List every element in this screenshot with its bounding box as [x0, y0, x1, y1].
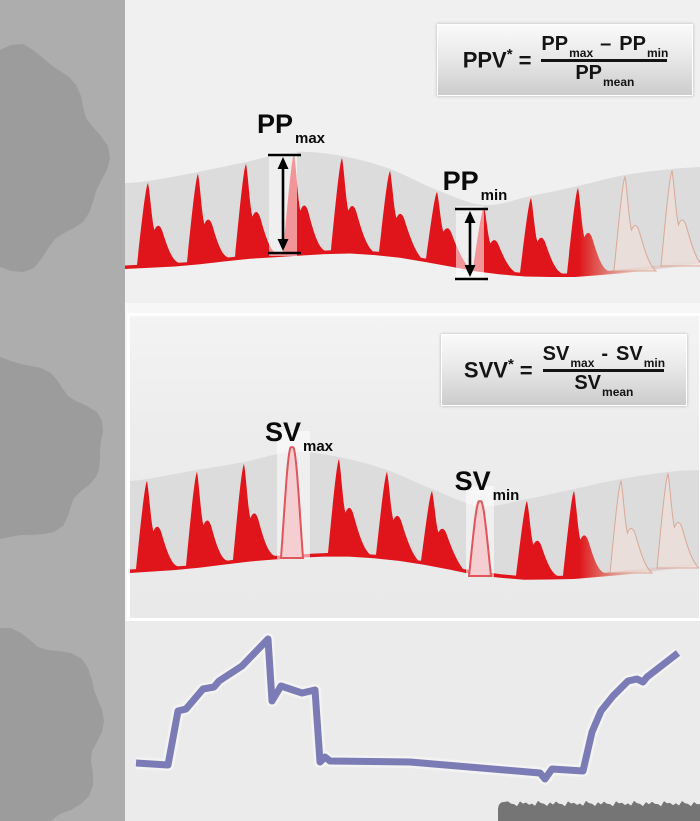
arrowhead-down — [464, 265, 476, 277]
ppv-formula-lhs: PPV* = — [463, 46, 532, 73]
sidebar — [0, 0, 125, 821]
svv-formula-name: SVV — [463, 357, 508, 383]
arterial-wave — [130, 459, 699, 580]
equals-sign: = — [519, 357, 533, 383]
trend-line-halo — [135, 633, 682, 785]
ppmax-label: PP max — [256, 109, 326, 148]
ppv-formula-name: PPV — [462, 47, 507, 73]
faded-outline-beat — [660, 169, 700, 267]
asterisk: * — [506, 46, 513, 64]
sidebar-blob — [0, 44, 110, 821]
minus-sign: – — [600, 32, 612, 55]
ppv-waveform-svg — [125, 151, 700, 282]
ppv-formula-box: PPV* = PPmax – PPmin PPmean — [437, 24, 693, 96]
svv-formula-box: SVV* = SVmax - SVmin SVmean — [441, 334, 687, 406]
arrowhead-up — [277, 157, 289, 169]
arrowhead-down — [277, 239, 289, 251]
trend-line-svg — [135, 633, 700, 821]
ppv-fraction-numerator: PPmax – PPmin — [541, 32, 669, 60]
attribution-cutoff-band — [498, 800, 700, 821]
arterial-wave — [125, 154, 700, 277]
svmin-label: SV min — [454, 466, 520, 505]
ppmin-label: PP min — [442, 166, 508, 205]
panel-gap — [125, 303, 700, 313]
svv-panel: SVV* = SVmax - SVmin SVmean SV max SV min — [127, 313, 700, 621]
equals-sign: = — [518, 47, 532, 73]
sidebar-blobs-svg — [0, 44, 110, 821]
sidebar-blob-shape — [0, 628, 104, 821]
svv-fraction-denominator: SVmean — [574, 371, 634, 399]
faded-outline-beat — [656, 472, 699, 569]
faded-outline-beat — [613, 175, 658, 272]
fraction-bar — [541, 59, 668, 62]
asterisk: * — [507, 356, 514, 374]
sidebar-blob-shape — [0, 357, 103, 539]
sidebar-blob-shape — [0, 44, 110, 272]
trend-line — [135, 635, 681, 783]
arrowhead-up — [464, 211, 476, 223]
faded-outline-beat — [609, 479, 654, 574]
ppv-panel: PPV* = PPmax – PPmin PPmean PP max PP min — [125, 0, 700, 303]
fraction-bar — [542, 369, 665, 372]
sv-highlight-beat — [279, 446, 305, 559]
ppv-fraction: PPmax – PPmin PPmean — [541, 32, 669, 89]
measure-arrow — [455, 207, 488, 281]
trend-panel — [125, 621, 700, 821]
envelope-band — [130, 451, 699, 580]
sv-highlight-beat — [467, 500, 493, 577]
svmax-label: SV max — [264, 417, 334, 456]
svv-formula-lhs: SVV* = — [464, 356, 533, 383]
measure-arrow — [268, 153, 301, 255]
svv-fraction: SVmax - SVmin SVmean — [542, 342, 666, 399]
svv-fraction-numerator: SVmax - SVmin — [542, 342, 666, 370]
minus-sign: - — [601, 342, 609, 365]
ppv-fraction-denominator: PPmean — [575, 61, 635, 89]
svv-waveform-svg — [130, 431, 699, 580]
